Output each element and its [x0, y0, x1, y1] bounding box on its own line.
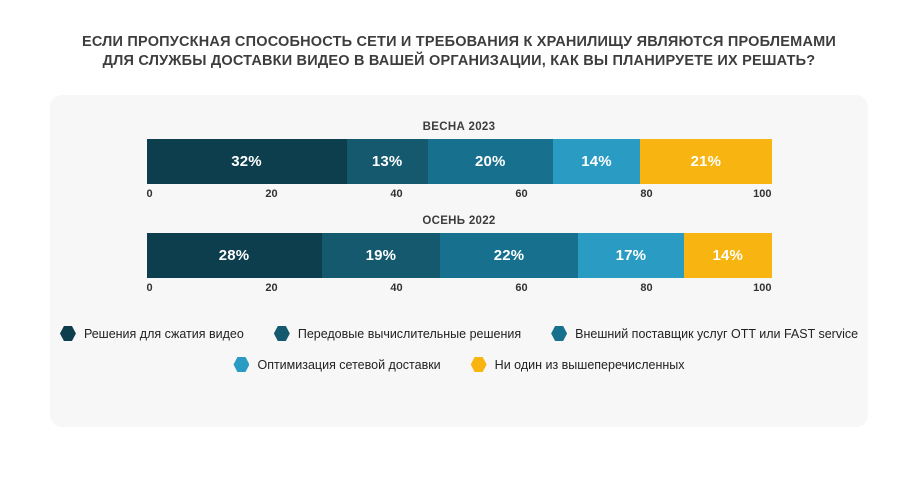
- x-axis-tick-label: 100: [753, 282, 772, 294]
- legend-item: Решения для сжатия видео: [59, 326, 244, 341]
- bar-segment: 32%: [146, 139, 347, 184]
- chart-legend: Решения для сжатия видео Передовые вычисл…: [50, 326, 868, 372]
- x-axis-tick-label: 20: [265, 188, 278, 200]
- x-axis-tick-label: 60: [515, 282, 528, 294]
- bar-segment: 19%: [321, 233, 441, 278]
- bar-segment: 22%: [440, 233, 578, 278]
- bar-segment-label: 17%: [615, 247, 647, 264]
- bar-segment: 20%: [427, 139, 553, 184]
- legend-item: Ни один из вышеперечисленных: [470, 357, 685, 372]
- bar-segment: 17%: [577, 233, 684, 278]
- bar-segment-label: 14%: [581, 153, 612, 170]
- x-axis-tick-label: 80: [640, 188, 653, 200]
- hexagon-icon: [233, 357, 250, 372]
- bar-segment-label: 21%: [690, 153, 722, 170]
- chart-title: ВЕСНА 2023: [422, 121, 496, 133]
- legend-label: Решения для сжатия видео: [83, 326, 244, 341]
- x-axis: 0 20 40 60 80 100: [147, 188, 772, 208]
- bar-segment-label: 14%: [712, 247, 744, 264]
- legend-row: Оптимизация сетевой доставки Ни один из в…: [50, 357, 868, 372]
- stacked-bar: 32% 13% 20% 14% 21%: [146, 139, 772, 184]
- hexagon-icon: [470, 357, 487, 372]
- legend-item: Оптимизация сетевой доставки: [233, 357, 441, 372]
- bar-segment: 14%: [684, 233, 772, 278]
- page-title-line-2: ДЛЯ СЛУЖБЫ ДОСТАВКИ ВИДЕО В ВАШЕЙ ОРГАНИ…: [102, 53, 816, 69]
- x-axis: 0 20 40 60 80 100: [147, 282, 772, 302]
- bar-segment: 21%: [640, 139, 772, 184]
- x-axis-tick-label: 0: [146, 282, 153, 294]
- stacked-bar: 28% 19% 22% 17% 14%: [146, 233, 772, 278]
- x-axis-tick-label: 40: [390, 282, 403, 294]
- hexagon-icon: [273, 326, 290, 341]
- bar-segment-label: 20%: [474, 153, 506, 170]
- bar-segment-label: 32%: [231, 153, 262, 170]
- bar-segment: 13%: [346, 139, 428, 184]
- bar-segment-label: 22%: [493, 247, 525, 264]
- chart-title: ОСЕНЬ 2022: [422, 215, 496, 227]
- legend-label: Оптимизация сетевой доставки: [257, 357, 441, 372]
- legend-label: Внешний поставщик услуг OTT или FAST ser…: [575, 326, 859, 341]
- x-axis-tick-label: 40: [390, 188, 403, 200]
- chart-card: ВЕСНА 2023 32% 13% 20% 14% 21% 0 20 40 60 80 100 ОСЕ…: [50, 95, 868, 427]
- legend-item: Внешний поставщик услуг OTT или FAST ser…: [551, 326, 858, 341]
- stacked-bar-chart: ВЕСНА 2023 32% 13% 20% 14% 21% 0 20 40 60 80 100: [146, 121, 772, 208]
- charts-container: ВЕСНА 2023 32% 13% 20% 14% 21% 0 20 40 60 80 100 ОСЕ…: [146, 121, 772, 302]
- page-title: ЕСЛИ ПРОПУСКНАЯ СПОСОБНОСТЬ СЕТИ И ТРЕБО…: [0, 33, 918, 71]
- bar-segment: 28%: [146, 233, 322, 278]
- bar-segment-label: 13%: [371, 153, 403, 170]
- bar-segment: 14%: [552, 139, 641, 184]
- legend-row: Решения для сжатия видео Передовые вычисл…: [50, 326, 868, 341]
- legend-item: Передовые вычислительные решения: [273, 326, 522, 341]
- legend-label: Передовые вычислительные решения: [297, 326, 522, 341]
- page-title-line-1: ЕСЛИ ПРОПУСКНАЯ СПОСОБНОСТЬ СЕТИ И ТРЕБО…: [81, 34, 837, 50]
- bar-segment-label: 19%: [365, 247, 397, 264]
- x-axis-tick-label: 0: [146, 188, 153, 200]
- x-axis-tick-label: 80: [640, 282, 653, 294]
- hexagon-icon: [551, 326, 568, 341]
- hexagon-icon: [59, 326, 76, 341]
- x-axis-tick-label: 60: [515, 188, 528, 200]
- stacked-bar-chart: ОСЕНЬ 2022 28% 19% 22% 17% 14% 0 20 40 60 80 100: [146, 215, 772, 302]
- bar-segment-label: 28%: [218, 247, 250, 264]
- legend-label: Ни один из вышеперечисленных: [494, 357, 685, 372]
- x-axis-tick-label: 20: [265, 282, 278, 294]
- x-axis-tick-label: 100: [753, 188, 772, 200]
